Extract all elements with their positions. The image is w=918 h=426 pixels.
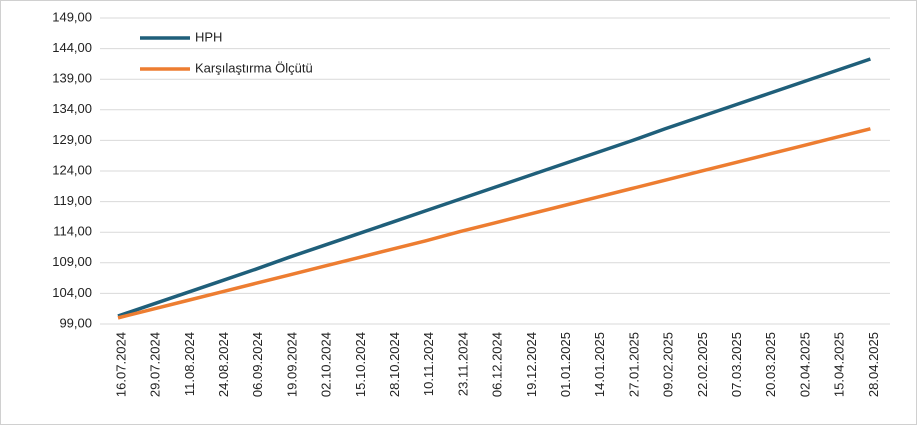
x-tick-label: 01.01.2025	[558, 332, 573, 397]
x-tick-label: 27.01.2025	[626, 332, 641, 397]
y-tick-label: 149,00	[52, 9, 92, 24]
x-tick-label: 19.09.2024	[284, 332, 299, 397]
x-tick-label: 22.02.2025	[695, 332, 710, 397]
legend-label: HPH	[195, 29, 222, 44]
y-tick-label: 139,00	[52, 71, 92, 86]
x-tick-label: 28.04.2025	[866, 332, 881, 397]
x-tick-label: 29.07.2024	[148, 332, 163, 397]
x-tick-label: 02.10.2024	[319, 332, 334, 397]
y-tick-label: 129,00	[52, 132, 92, 147]
x-tick-label: 11.08.2024	[182, 332, 197, 396]
y-tick-label: 119,00	[53, 193, 92, 208]
x-tick-label: 28.10.2024	[387, 332, 402, 397]
x-tick-label: 15.10.2024	[353, 332, 368, 397]
series-line	[117, 127, 871, 320]
x-tick-label: 06.09.2024	[250, 332, 265, 397]
y-tick-label: 104,00	[52, 285, 92, 300]
legend-label: Karşılaştırma Ölçütü	[195, 60, 313, 75]
x-tick-label: 14.01.2025	[592, 332, 607, 397]
series-line	[117, 57, 871, 318]
x-tick-label: 09.02.2025	[661, 332, 676, 397]
x-tick-label: 24.08.2024	[216, 332, 231, 397]
y-tick-label: 134,00	[52, 101, 92, 116]
x-tick-label: 23.11.2024	[455, 332, 470, 396]
x-tick-label: 15.04.2025	[832, 332, 847, 397]
x-tick-label: 07.03.2025	[729, 332, 744, 397]
y-tick-label: 124,00	[52, 162, 92, 177]
x-tick-label: 06.12.2024	[490, 332, 505, 397]
x-tick-label: 02.04.2025	[797, 332, 812, 397]
x-tick-label: 19.12.2024	[524, 332, 539, 397]
x-tick-label: 10.11.2024	[421, 332, 436, 396]
x-tick-label: 16.07.2024	[113, 332, 128, 397]
x-tick-label: 20.03.2025	[763, 332, 778, 397]
y-tick-label: 99,00	[59, 315, 92, 330]
y-tick-label: 109,00	[52, 254, 92, 269]
y-tick-label: 114,00	[53, 224, 92, 239]
y-tick-label: 144,00	[52, 40, 92, 55]
